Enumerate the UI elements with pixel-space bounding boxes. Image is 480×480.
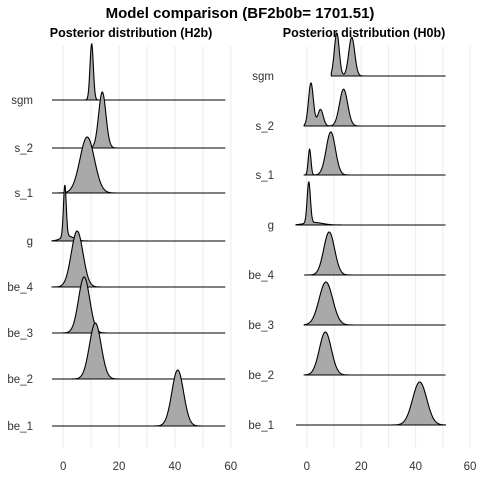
x-tick-label-40: 40: [169, 461, 182, 473]
y-tick-label-g: g: [268, 220, 274, 232]
density-ridge-s_2: [303, 82, 446, 127]
y-tick-label-be_3: be_3: [7, 328, 33, 340]
y-tick-label-sgm: sgm: [11, 95, 33, 107]
y-tick-label-be_2: be_2: [248, 370, 274, 382]
y-tick-label-be_1: be_1: [248, 420, 274, 432]
density-ridge-sgm: [52, 43, 226, 101]
density-ridge-be_1: [296, 381, 447, 426]
density-ridge-be_4: [51, 230, 226, 288]
y-tick-label-be_3: be_3: [248, 320, 274, 332]
density-ridge-g: [295, 180, 446, 226]
panel-title-h0b: Posterior distribution (H0b): [283, 26, 446, 40]
x-tick-label-40: 40: [409, 461, 422, 473]
y-tick-label-g: g: [27, 236, 33, 248]
x-tick-label-60: 60: [464, 461, 477, 473]
y-tick-label-sgm: sgm: [252, 71, 274, 83]
x-tick-label-20: 20: [113, 461, 126, 473]
x-tick-label-60: 60: [224, 461, 237, 473]
density-ridge-be_4: [304, 231, 446, 276]
x-tick-label-0: 0: [60, 461, 66, 473]
y-tick-label-s_1: s_1: [14, 188, 33, 200]
y-tick-label-be_4: be_4: [7, 282, 33, 294]
panel-h2b: Posterior distribution (H2b) sgm s_2 s_1g b…: [7, 26, 237, 473]
density-ridge-s_1: [303, 131, 446, 176]
y-tick-label-s_1: s_1: [255, 170, 274, 182]
panel-title-h2b: Posterior distribution (H2b): [50, 26, 213, 40]
figure-title: Model comparison (BF2b0b= 1701.51): [106, 5, 375, 22]
density-ridge-be_2: [303, 331, 446, 376]
panel-h0b: Posterior distribution (H0b) sgm s_2 s_1g b…: [248, 26, 476, 473]
y-tick-label-s_2: s_2: [14, 143, 33, 155]
y-tick-label-be_2: be_2: [7, 374, 33, 386]
x-tick-label-0: 0: [304, 461, 310, 473]
x-tick-label-20: 20: [355, 461, 368, 473]
y-tick-label-s_2: s_2: [255, 121, 274, 133]
y-tick-label-be_1: be_1: [7, 421, 33, 433]
density-ridge-be_3: [303, 281, 446, 326]
density-ridge-s_1: [52, 136, 226, 194]
y-tick-label-be_4: be_4: [248, 270, 274, 282]
